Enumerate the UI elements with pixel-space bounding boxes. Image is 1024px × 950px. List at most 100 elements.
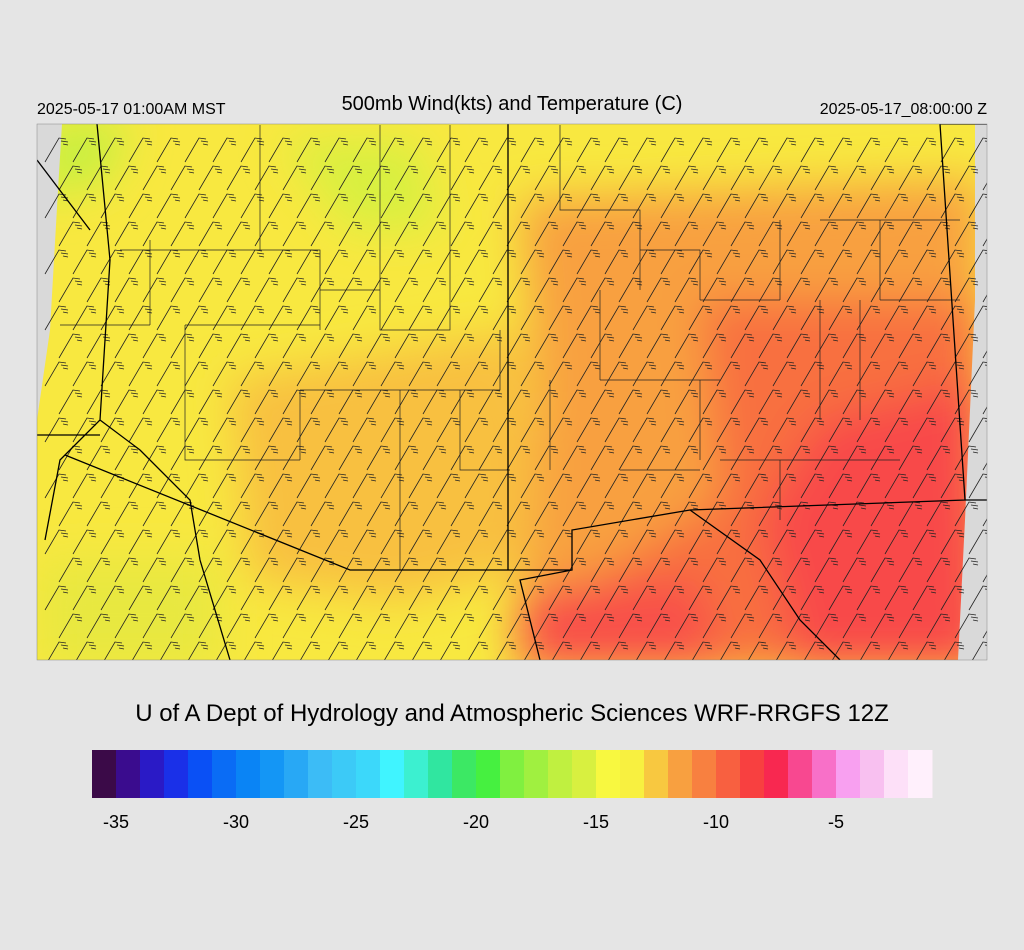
wind-barb	[254, 557, 279, 583]
wind-barb	[898, 389, 923, 415]
wind-barb	[758, 333, 783, 359]
wind-barb	[212, 361, 237, 387]
wind-barb	[730, 557, 755, 583]
wind-barb	[366, 613, 391, 639]
wind-barb	[674, 165, 699, 191]
wind-barb	[776, 641, 797, 660]
wind-barb	[492, 585, 517, 611]
wind-barb	[86, 613, 111, 639]
wind-barb	[226, 613, 251, 639]
wind-barb	[828, 249, 853, 275]
wind-barb	[926, 501, 951, 527]
wind-barb	[604, 417, 629, 443]
no-data	[958, 124, 987, 660]
wind-barb	[618, 165, 643, 191]
wind-barb	[618, 613, 643, 639]
wind-barb	[352, 361, 377, 387]
wind-barb	[576, 473, 601, 499]
wind-barb	[156, 473, 181, 499]
wind-barb	[450, 613, 475, 639]
wind-barb	[212, 417, 237, 443]
wind-barb	[786, 445, 811, 471]
wind-barb	[496, 641, 517, 660]
wind-barb	[520, 473, 545, 499]
wind-barb	[758, 221, 783, 247]
wind-barb	[282, 613, 307, 639]
wind-barb	[968, 585, 987, 611]
wind-barb	[212, 137, 237, 163]
wind-barb	[58, 221, 83, 247]
wind-barb	[366, 221, 391, 247]
wind-barb	[436, 585, 461, 611]
wind-barbs	[44, 137, 987, 660]
wind-barb	[412, 641, 433, 660]
wind-barb	[926, 557, 951, 583]
colorbar-tick-label: -25	[343, 812, 369, 832]
wind-barb	[814, 613, 839, 639]
wind-barb	[972, 641, 987, 660]
wind-barb	[492, 473, 517, 499]
wind-barb	[786, 557, 811, 583]
wind-barb	[548, 137, 573, 163]
colorbar-box	[548, 750, 573, 798]
wind-barb	[520, 529, 545, 555]
wind-barb	[408, 585, 433, 611]
wind-barb	[394, 557, 419, 583]
wind-barb	[618, 333, 643, 359]
wind-barb	[660, 417, 685, 443]
colorbar-box	[788, 750, 813, 798]
wind-barb	[132, 641, 153, 660]
wind-barb	[674, 501, 699, 527]
wind-barb	[506, 501, 531, 527]
wind-barb	[870, 277, 895, 303]
wind-barb	[814, 277, 839, 303]
wind-barb	[254, 389, 279, 415]
wind-barb	[590, 557, 615, 583]
wind-barb	[324, 137, 349, 163]
wind-barb	[352, 585, 377, 611]
wind-barb	[674, 221, 699, 247]
wind-barb	[464, 417, 489, 443]
wind-barb	[408, 417, 433, 443]
wind-barb	[884, 473, 909, 499]
wind-barb	[632, 137, 657, 163]
wind-barb	[352, 193, 377, 219]
wind-barb	[870, 221, 895, 247]
hot-area	[760, 380, 987, 660]
wind-barb	[618, 557, 643, 583]
wind-barb	[478, 221, 503, 247]
wind-barb	[884, 305, 909, 331]
wind-barb	[828, 305, 853, 331]
colorbar-tick-label: -20	[463, 812, 489, 832]
wind-barb	[716, 305, 741, 331]
wind-barb	[856, 193, 881, 219]
wind-barb	[772, 529, 797, 555]
wind-barb	[142, 165, 167, 191]
wind-barb	[324, 361, 349, 387]
wind-barb	[534, 557, 559, 583]
wind-barb	[534, 501, 559, 527]
wind-barb	[688, 249, 713, 275]
wind-barb	[380, 305, 405, 331]
wind-barb	[744, 585, 769, 611]
valid-time: 2025-05-17_08:00:00 Z	[820, 101, 987, 118]
wind-barb	[898, 613, 923, 639]
wind-barb	[884, 417, 909, 443]
wind-barb	[534, 333, 559, 359]
wind-barb	[870, 389, 895, 415]
colorbar-box	[236, 750, 261, 798]
wind-barb	[702, 445, 727, 471]
wind-barb	[436, 249, 461, 275]
colorbar-box	[644, 750, 669, 798]
wind-barb	[636, 641, 657, 660]
wind-barb	[772, 473, 797, 499]
colorbar-box	[308, 750, 333, 798]
wind-barb	[912, 193, 937, 219]
wind-barb	[450, 333, 475, 359]
wind-barb	[100, 249, 125, 275]
wind-barb	[786, 277, 811, 303]
colorbar-box	[452, 750, 477, 798]
wind-barb	[142, 389, 167, 415]
wind-barb	[926, 613, 951, 639]
wind-barb	[912, 249, 937, 275]
